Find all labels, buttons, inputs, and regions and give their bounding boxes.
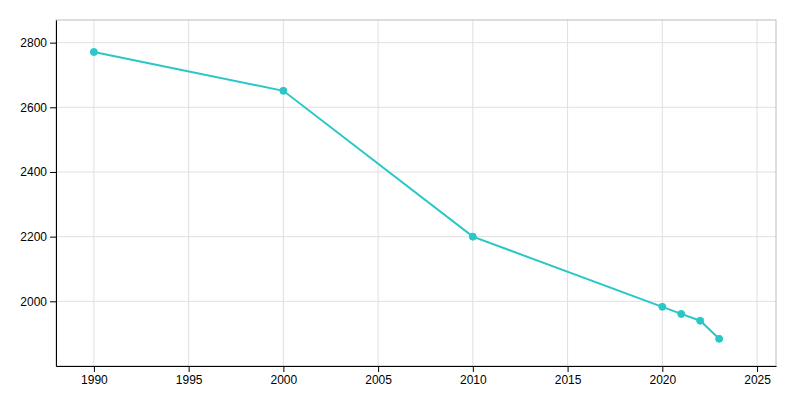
x-tick: 2010 [460,366,487,387]
x-tick-mark [473,366,474,372]
point [678,310,685,317]
x-tick-mark [662,366,663,372]
x-tick: 1990 [81,366,108,387]
point [280,87,287,94]
grid-line-x [567,20,568,366]
x-axis-line [57,366,777,367]
point [90,49,97,56]
point [697,317,704,324]
chart-svg: 1990 1995 2000 2005 2010 2015 2020 2025 2000 2200… [0,0,800,400]
x-tick: 2005 [365,366,392,387]
x-tick-label: 2015 [555,373,582,387]
point [716,335,723,342]
y-tick-mark [50,172,56,173]
point [469,233,476,240]
y-tick-label: 2000 [20,295,47,309]
x-tick-mark [378,366,379,372]
x-tick-mark [283,366,284,372]
x-tick-mark [94,366,95,372]
grid-line-x [472,20,473,366]
x-tick-label: 2005 [365,373,392,387]
marks [90,49,722,343]
grid-line-x [757,20,758,366]
y-tick-label: 2600 [20,101,47,115]
grid-line-y [56,42,776,43]
y-tick: 2600 [20,101,56,115]
y-tick: 2000 [20,295,56,309]
x-tick-label: 2020 [649,373,676,387]
x-tick: 2025 [744,366,771,387]
y-tick-mark [50,107,56,108]
x-tick-label: 1990 [81,373,108,387]
grid-line-y [56,236,776,237]
grid-line-y [56,171,776,172]
grid-line-x [283,20,284,366]
y-tick: 2800 [20,36,56,50]
x-tick: 2000 [271,366,298,387]
x-tick: 2020 [649,366,676,387]
grid-line-x [662,20,663,366]
y-axis-line [56,21,57,367]
line [94,52,719,339]
grid [56,20,776,366]
point [659,303,666,310]
grid-line-x [93,20,94,366]
x-tick-label: 2000 [271,373,298,387]
x-tick-label: 2010 [460,373,487,387]
x-tick-label: 2025 [744,373,771,387]
y-tick-mark [50,237,56,238]
y-tick: 2200 [20,230,56,244]
y-tick-label: 2800 [20,36,47,50]
x-tick-mark [189,366,190,372]
grid-line-y [56,301,776,302]
x-tick-label: 1995 [176,373,203,387]
plot-frame [56,20,776,366]
grid-line-y [56,107,776,108]
plot-area: 1990 1995 2000 2005 2010 2015 2020 2025 2000 2200… [20,20,776,387]
grid-line-x [378,20,379,366]
x-tick-mark [757,366,758,372]
y-tick-label: 2400 [20,165,47,179]
y-tick-label: 2200 [20,230,47,244]
x-tick: 2015 [555,366,582,387]
y-tick: 2400 [20,165,56,179]
x-tick-mark [568,366,569,372]
y-tick-mark [50,301,56,302]
x-axis: 1990 1995 2000 2005 2010 2015 2020 2025 [57,366,777,387]
x-tick: 1995 [176,366,203,387]
y-tick-mark [50,43,56,44]
y-axis: 2000 2200 2400 2600 2800 [20,21,56,367]
